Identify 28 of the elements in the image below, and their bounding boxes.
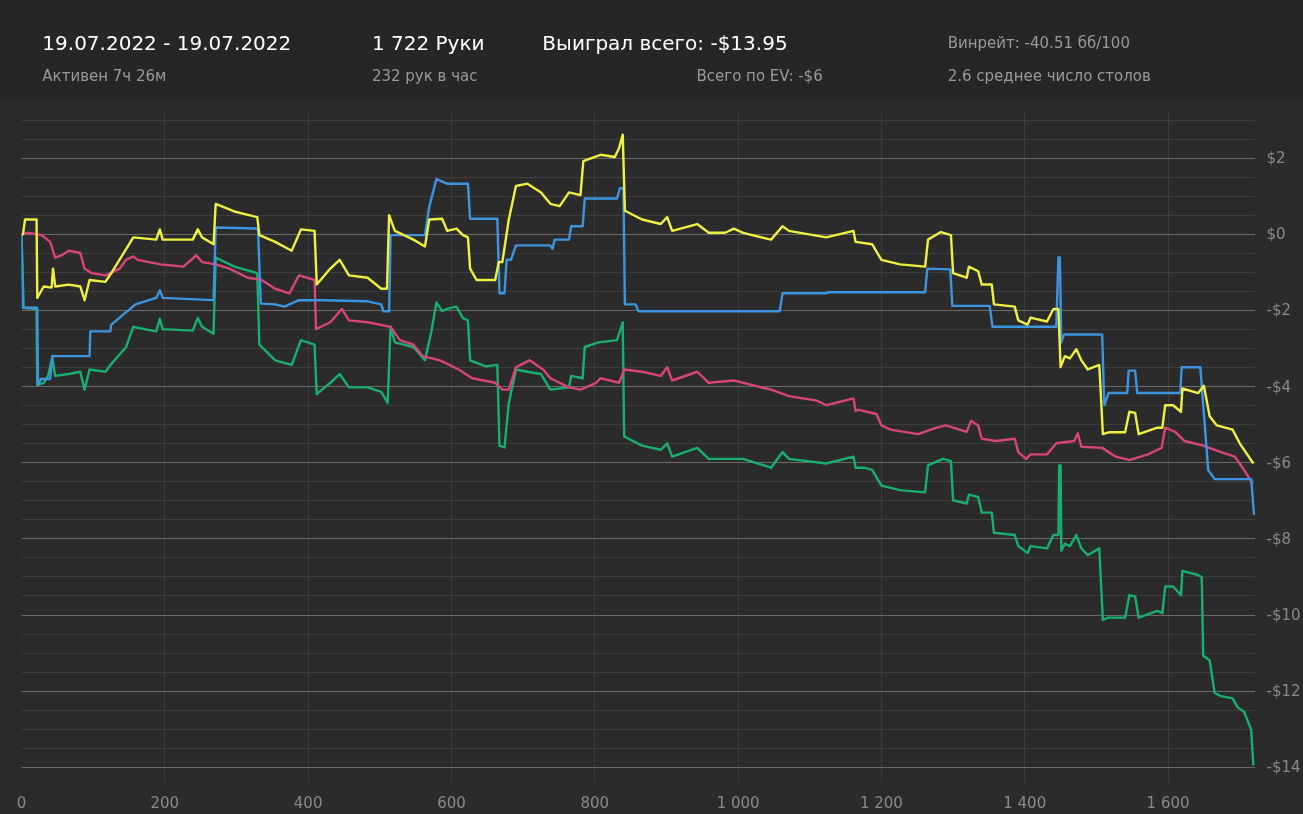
x-tick-label: 200	[150, 793, 180, 812]
x-tick-label: 600	[437, 793, 466, 812]
y-tick-label: -$14	[1266, 758, 1301, 777]
text: Винрейт: -40.51 бб/100	[947, 33, 1130, 52]
text: Активен 7ч 26м	[42, 66, 167, 85]
y-tick-label: -$8	[1266, 529, 1291, 548]
x-tick-label: 0	[16, 793, 27, 812]
x-tick-label: 1 000	[716, 793, 760, 812]
x-tick-label: 1 600	[1146, 793, 1190, 812]
text: 232 рук в час	[371, 66, 478, 85]
text: 2.6 среднее число столов	[947, 66, 1151, 85]
x-tick-label: 400	[293, 793, 323, 812]
y-tick-label: $2	[1266, 149, 1286, 168]
y-tick-label: -$4	[1266, 377, 1291, 396]
text: 1 722 Руки	[371, 30, 485, 55]
x-tick-label: 1 400	[1003, 793, 1047, 812]
y-tick-label: -$10	[1266, 606, 1301, 624]
text: Всего по EV: -$6	[696, 66, 823, 85]
y-tick-label: -$6	[1266, 453, 1291, 472]
y-tick-label: -$12	[1266, 682, 1301, 701]
x-tick-label: 1 200	[859, 793, 903, 812]
line-series	[21, 177, 1256, 517]
text: Выиграл всего: -$13.95	[542, 30, 788, 55]
line-series	[21, 133, 1255, 465]
text: 19.07.2022 - 19.07.2022	[42, 30, 292, 55]
x-tick-label: 800	[580, 793, 610, 812]
y-tick-label: $0	[1266, 225, 1286, 244]
y-tick-label: -$2	[1266, 301, 1291, 320]
